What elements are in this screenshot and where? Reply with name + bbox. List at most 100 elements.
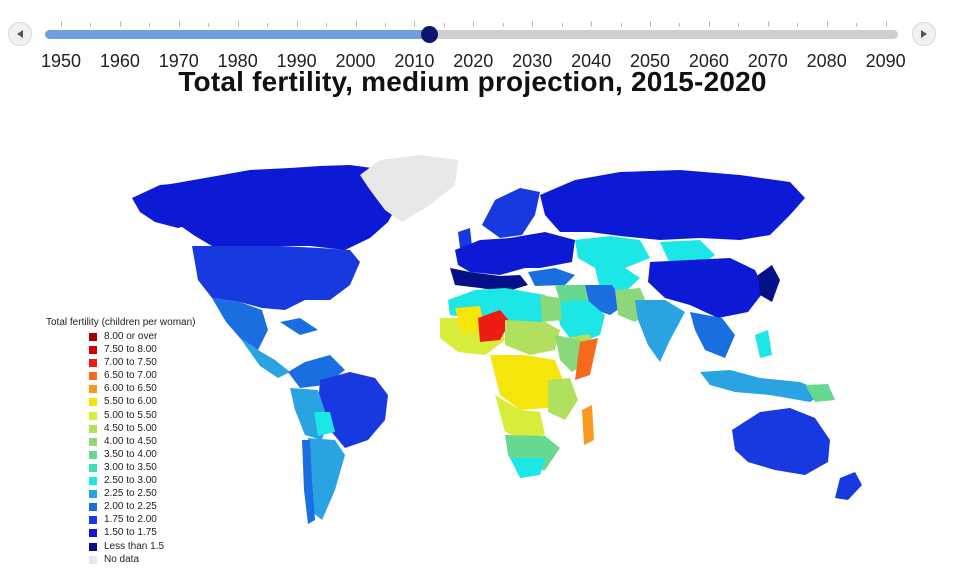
legend-label: 4.50 to 5.00: [104, 422, 157, 434]
region-southeast-asia[interactable]: [690, 312, 735, 358]
region-iraq-syria[interactable]: [555, 285, 588, 302]
legend-label: 3.00 to 3.50: [104, 461, 157, 473]
year-label[interactable]: 1960: [99, 51, 140, 71]
region-brazil[interactable]: [318, 372, 388, 448]
slider-minor-tick: [267, 23, 269, 27]
region-usa[interactable]: [192, 246, 360, 310]
legend-label: 5.00 to 5.50: [104, 409, 157, 421]
region-central-america[interactable]: [240, 338, 290, 378]
region-uk[interactable]: [458, 228, 472, 248]
legend-swatch: [89, 437, 97, 446]
region-indonesia[interactable]: [700, 370, 825, 402]
year-label[interactable]: 2010: [394, 51, 435, 71]
slider-minor-tick: [797, 23, 799, 27]
slider-minor-tick: [443, 23, 445, 27]
slider-tick: [473, 21, 475, 27]
legend-label: 7.00 to 7.50: [104, 357, 157, 369]
year-label[interactable]: 2030: [512, 51, 553, 71]
legend-label: 2.00 to 2.25: [104, 501, 157, 513]
legend-swatch: [89, 450, 97, 459]
slider-progress: [45, 30, 429, 39]
legend-label: No data: [104, 553, 140, 565]
region-mali-sahel[interactable]: [455, 306, 485, 335]
region-turkey[interactable]: [528, 268, 575, 286]
region-eastern-europe[interactable]: [510, 232, 575, 268]
next-year-button[interactable]: [912, 22, 936, 46]
legend-swatch: [89, 398, 97, 407]
year-label[interactable]: 2090: [865, 51, 906, 71]
legend-item: 6.00 to 6.50: [46, 383, 196, 396]
region-greenland[interactable]: [360, 155, 458, 222]
year-label[interactable]: 2000: [335, 51, 376, 71]
legend-item: Less than 1.5: [46, 541, 196, 554]
year-label[interactable]: 2060: [688, 51, 729, 71]
region-russia[interactable]: [540, 170, 805, 240]
legend-item: 3.50 to 4.00: [46, 449, 196, 462]
region-china[interactable]: [648, 258, 765, 318]
year-label[interactable]: 2020: [453, 51, 494, 71]
slider-tick: [650, 21, 651, 27]
legend-swatch: [89, 385, 97, 394]
legend-item: 4.50 to 5.00: [46, 423, 196, 436]
slider-thumb[interactable]: [420, 26, 438, 43]
legend-item: 2.00 to 2.25: [46, 501, 196, 514]
region-argentina[interactable]: [308, 438, 345, 520]
slider-tick: [532, 21, 534, 27]
region-egypt[interactable]: [540, 295, 562, 322]
legend-label: 7.50 to 8.00: [104, 344, 157, 356]
legend-swatch: [89, 555, 97, 564]
legend-item: 6.50 to 7.00: [46, 370, 196, 383]
region-arabian-peninsula[interactable]: [555, 298, 605, 345]
year-label[interactable]: 2040: [571, 51, 612, 71]
region-philippines[interactable]: [755, 330, 772, 358]
legend-item: 4.00 to 4.50: [46, 436, 196, 449]
region-madagascar[interactable]: [582, 405, 594, 445]
region-chad-sudan[interactable]: [505, 320, 560, 355]
region-niger[interactable]: [478, 310, 510, 342]
region-korea-japan[interactable]: [758, 265, 780, 302]
slider-tick: [591, 21, 593, 27]
previous-year-button[interactable]: [8, 22, 32, 46]
year-label[interactable]: 2050: [629, 51, 671, 71]
region-kazakhstan[interactable]: [575, 236, 650, 268]
region-papua[interactable]: [805, 384, 835, 402]
year-label[interactable]: 1990: [276, 51, 317, 71]
map-legend: Total fertility (children per woman) 8.0…: [46, 317, 196, 567]
region-central-africa[interactable]: [490, 355, 565, 410]
year-label[interactable]: 2080: [806, 51, 847, 71]
region-new-zealand[interactable]: [835, 472, 862, 500]
region-mexico[interactable]: [212, 298, 268, 350]
region-caribbean[interactable]: [280, 318, 318, 335]
region-india[interactable]: [635, 300, 685, 362]
year-label[interactable]: 1970: [158, 51, 199, 71]
year-label[interactable]: 1980: [217, 51, 258, 71]
play-back-icon: [16, 25, 24, 43]
legend-swatch: [89, 529, 97, 538]
slider-tick: [708, 21, 710, 27]
region-canada[interactable]: [135, 165, 400, 250]
legend-label: 1.50 to 1.75: [104, 527, 157, 539]
legend-item: 7.00 to 7.50: [46, 357, 196, 370]
region-southern-europe[interactable]: [450, 268, 528, 292]
play-forward-icon: [920, 25, 928, 43]
legend-swatch: [89, 477, 97, 486]
region-alaska[interactable]: [132, 182, 205, 228]
region-scandinavia[interactable]: [482, 188, 540, 238]
legend-item: 1.50 to 1.75: [46, 527, 196, 540]
region-western-europe[interactable]: [455, 238, 530, 275]
region-east-africa[interactable]: [548, 378, 578, 420]
region-somalia[interactable]: [575, 338, 598, 380]
slider-minor-tick: [90, 23, 92, 27]
legend-label: 5.50 to 6.00: [104, 396, 157, 408]
legend-item: No data: [46, 554, 196, 567]
region-drc-angola[interactable]: [495, 395, 545, 440]
year-label[interactable]: 2070: [747, 51, 788, 71]
region-australia[interactable]: [732, 408, 830, 475]
region-chile[interactable]: [302, 440, 315, 524]
slider-minor-tick: [856, 23, 858, 27]
region-south-africa[interactable]: [510, 458, 545, 478]
year-label[interactable]: 1950: [40, 51, 82, 71]
slider-track[interactable]: [45, 30, 898, 39]
legend-label: 4.00 to 4.50: [104, 435, 157, 447]
region-bolivia[interactable]: [314, 412, 335, 436]
